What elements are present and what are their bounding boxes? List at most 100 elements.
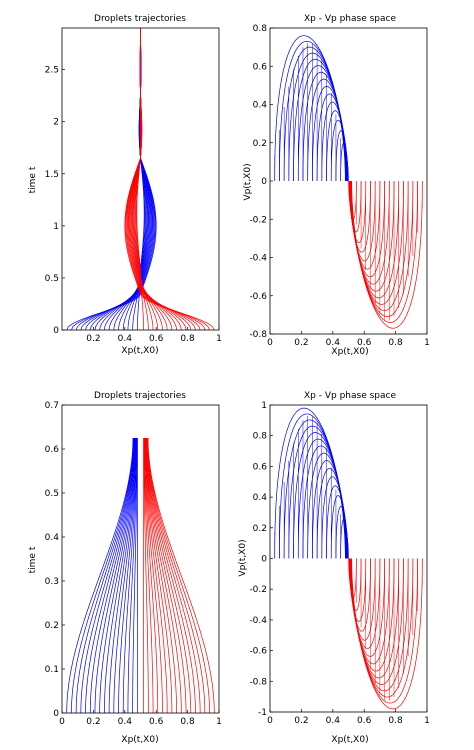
y-tick-label: 1 [53,222,59,232]
series-line [351,558,423,710]
y-tick-label: 0.6 [253,462,268,472]
series-line [113,437,137,714]
y-tick-label: 1 [261,401,267,411]
y-tick-label: 0.8 [253,24,268,34]
y-tick-label: 0.2 [253,139,267,149]
x-axis-label: Xp(t,X0) [121,735,158,745]
panel-phase-space-bottom: Xp - Vp phase space Xp(t,X0) Vp(t,X0) 0 0… [238,391,430,745]
y-tick-label: -0.4 [249,616,267,626]
series-line [147,437,206,714]
x-tick-label: 0.4 [118,334,133,344]
series-line [124,27,215,331]
y-tick-label: 1.5 [45,170,59,180]
series-line [122,437,137,714]
y-tick-label: 0 [261,177,267,187]
series-line [99,437,136,714]
series-line [146,437,201,714]
x-tick-label: 0.6 [149,334,164,344]
y-tick-label: -0.8 [249,330,267,340]
plot-frame [269,404,428,713]
y-tick-label: 0.4 [45,533,60,543]
series-layer [66,27,215,331]
y-tick-label: 0.5 [45,489,59,499]
y-tick-label: 0.2 [253,524,267,534]
y-axis-label: time t [28,546,38,573]
y-tick-label: -0.4 [249,254,267,264]
series-layer [274,35,423,329]
series-line [147,437,210,714]
x-tick-label: 0 [267,716,273,726]
series-line [345,158,349,182]
series-line [312,460,348,559]
y-axis-label: time t [28,166,38,193]
x-tick-label: 0.6 [357,716,372,726]
series-line [351,180,423,329]
y-tick-label: -0.2 [249,215,267,225]
series-line [89,437,135,714]
series-line [144,437,168,714]
series-line [143,437,154,714]
y-tick-label: 2.5 [45,66,59,76]
y-tick-label: 0.8 [253,432,268,442]
series-line [146,437,196,714]
y-tick-label: 0.4 [253,493,268,503]
series-line [274,407,346,559]
x-tick-label: 0.6 [357,338,372,348]
y-tick-label: 0.3 [45,577,59,587]
series-line [145,437,182,714]
y-tick-label: 0.2 [45,621,59,631]
x-tick-label: 0.8 [180,334,195,344]
x-tick-label: 0 [267,338,273,348]
y-tick-label: 2 [53,118,59,128]
chart-title: Xp - Vp phase space [304,391,396,401]
x-tick-label: 0.4 [326,716,341,726]
y-tick-label: 0.1 [45,665,59,675]
y-tick-label: -1 [258,708,267,718]
y-tick-label: 0.7 [45,401,59,411]
y-tick-label: 0 [261,555,267,565]
y-tick-label: 0 [53,326,59,336]
y-axis-label: Vp(t,X0) [243,163,253,200]
series-line [274,35,346,182]
y-tick-label: 0.6 [253,62,268,72]
panel-trajectories-bottom: Droplets trajectories Xp(t,X0) time t 0 0… [28,391,222,745]
x-tick-label: 1 [216,334,222,344]
tick-layer: 0.2 0.4 0.6 0.8 1 0 0.5 1 1.5 2 2.5 [45,66,222,344]
y-axis-label: Vp(t,X0) [238,539,248,576]
x-tick-label: 1 [216,717,222,727]
series-line [345,535,349,559]
plot-frame [269,27,428,335]
series-line [144,437,163,714]
x-axis-label: Xp(t,X0) [331,735,368,745]
chart-title: Droplets trajectories [94,14,186,24]
x-axis-label: Xp(t,X0) [331,347,368,357]
plot-frame [61,27,220,331]
plot-frame [61,404,220,714]
series-layer [274,407,423,710]
y-tick-label: 0.6 [45,445,60,455]
chart-title: Droplets trajectories [94,391,186,401]
series-line [127,437,138,714]
x-axis-label: Xp(t,X0) [121,346,158,356]
series-line [80,437,135,714]
x-tick-label: 0.8 [180,717,195,727]
series-layer [66,437,215,714]
x-tick-label: 1 [424,716,430,726]
series-line [66,437,134,714]
series-line [71,437,134,714]
series-line [349,558,385,657]
tick-layer: 0 0.2 0.4 0.6 0.8 1 -0.8 -0.6 -0.4 -0.2 0 0.2 0.4 0.6… [249,24,429,348]
y-tick-label: 0.4 [253,101,268,111]
x-tick-label: 0.8 [388,338,403,348]
x-tick-label: 0 [59,717,65,727]
y-tick-label: -0.6 [249,647,267,657]
series-line [118,437,137,714]
panel-trajectories-top: Droplets trajectories Xp(t,X0) time t 0.… [28,14,222,356]
x-tick-label: 0.8 [388,716,403,726]
series-line [94,437,136,714]
series-line [75,437,134,714]
x-tick-label: 0.2 [86,717,100,727]
x-tick-label: 0.2 [294,716,308,726]
